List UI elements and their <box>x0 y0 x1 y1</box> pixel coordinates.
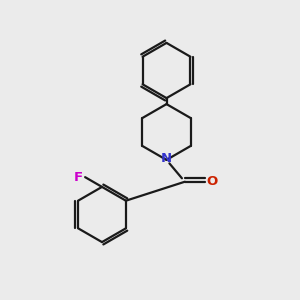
Text: O: O <box>206 175 218 188</box>
Text: N: N <box>161 152 172 165</box>
Text: F: F <box>74 171 83 184</box>
